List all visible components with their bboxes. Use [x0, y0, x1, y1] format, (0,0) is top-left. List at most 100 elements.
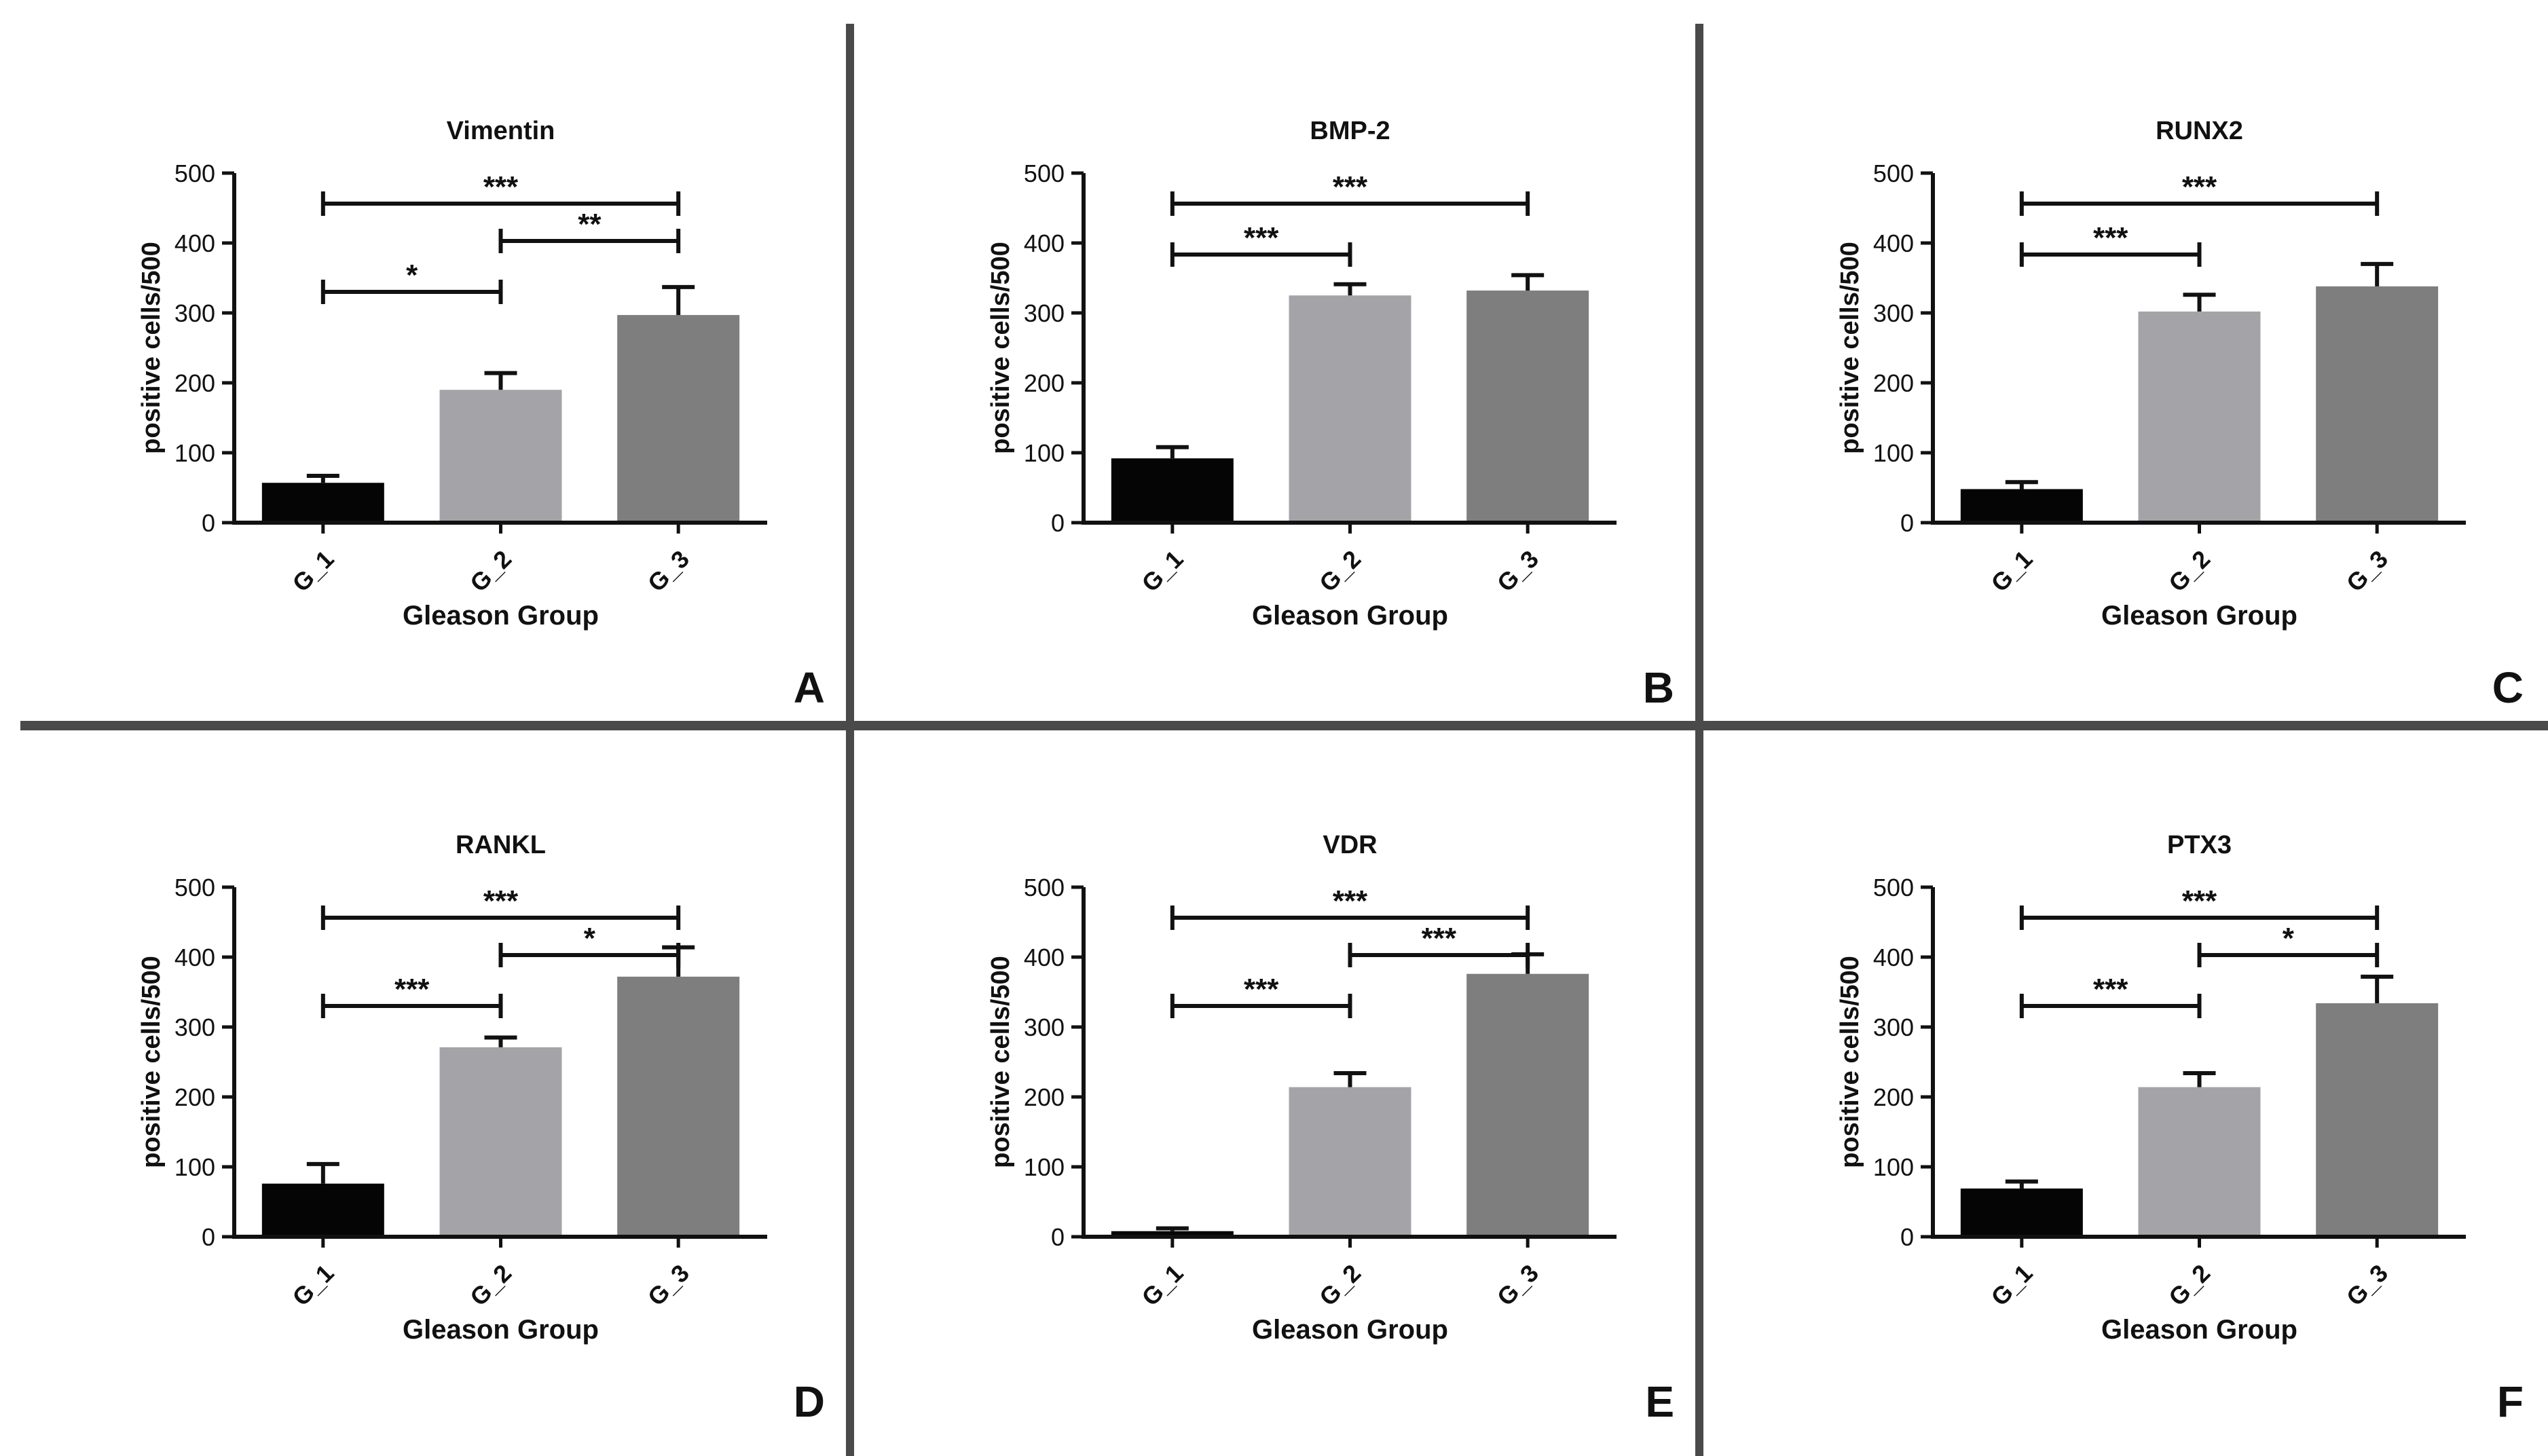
x-tick-label: G_2: [2163, 545, 2215, 597]
y-tick-label: 500: [1024, 160, 1065, 187]
chart-title: RANKL: [456, 831, 546, 859]
bar-G_1: [1960, 1188, 2083, 1237]
y-tick-label: 100: [1024, 439, 1065, 467]
y-tick-label: 300: [1873, 1013, 1914, 1041]
bar-G_1: [1960, 489, 2083, 523]
x-tick-label: G_3: [1492, 545, 1544, 597]
bar-G_3: [617, 315, 740, 523]
x-tick-label: G_1: [1136, 545, 1188, 597]
bar-G_1: [261, 483, 384, 523]
y-tick-label: 500: [1873, 874, 1914, 901]
x-tick-label: G_3: [1492, 1259, 1544, 1311]
x-tick-label: G_1: [1985, 1259, 2037, 1311]
significance-label: ***: [1422, 922, 1457, 955]
y-axis-label: positive cells/500: [137, 242, 166, 454]
y-tick-label: 300: [1024, 1013, 1065, 1041]
y-axis-label: positive cells/500: [1836, 956, 1864, 1168]
y-tick-label: 100: [1873, 1153, 1914, 1181]
bar-G_2: [2138, 311, 2261, 523]
chart-title: Vimentin: [447, 117, 555, 145]
significance-label: ***: [1333, 170, 1368, 204]
bar-G_2: [1289, 1087, 1411, 1237]
y-tick-label: 300: [174, 299, 215, 327]
x-tick-label: G_2: [2163, 1259, 2215, 1311]
significance-label: *: [406, 259, 418, 292]
y-tick-label: 400: [1024, 229, 1065, 257]
chart-title: RUNX2: [2156, 117, 2243, 145]
x-tick-label: G_3: [2341, 1259, 2393, 1311]
bar-G_3: [1466, 291, 1589, 523]
y-tick-label: 400: [1873, 229, 1914, 257]
y-axis-label: positive cells/500: [1836, 242, 1864, 454]
y-tick-label: 500: [174, 160, 215, 187]
x-tick-label: G_1: [287, 1259, 339, 1311]
panel-letter: B: [1643, 663, 1674, 712]
y-tick-label: 300: [1873, 299, 1914, 327]
significance-label: ***: [1333, 884, 1368, 918]
y-tick-label: 200: [1024, 1083, 1065, 1111]
bar-G_2: [2138, 1087, 2261, 1237]
significance-label: ***: [2093, 973, 2128, 1006]
x-axis-label: Gleason Group: [2101, 1315, 2297, 1345]
x-tick-label: G_1: [1136, 1259, 1188, 1311]
y-tick-label: 400: [174, 229, 215, 257]
significance-label: **: [578, 208, 602, 241]
y-tick-label: 200: [1873, 1083, 1914, 1111]
bar-G_3: [617, 976, 740, 1237]
significance-label: ***: [1244, 973, 1279, 1006]
significance-label: *: [2283, 922, 2295, 955]
significance-label: ***: [483, 170, 519, 204]
y-tick-label: 400: [1873, 944, 1914, 971]
significance-label: ***: [2182, 884, 2217, 918]
vertical-divider: [1695, 24, 1703, 1456]
x-axis-label: Gleason Group: [403, 601, 599, 631]
vertical-divider: [846, 24, 854, 1456]
y-tick-label: 500: [1873, 160, 1914, 187]
bar-G_1: [261, 1183, 384, 1237]
significance-label: *: [584, 922, 596, 955]
y-tick-label: 400: [174, 944, 215, 971]
y-tick-label: 100: [174, 439, 215, 467]
y-tick-label: 0: [202, 1223, 215, 1251]
panel-letter: F: [2497, 1377, 2524, 1426]
y-tick-label: 0: [202, 509, 215, 537]
significance-label: ***: [394, 973, 430, 1006]
y-axis-label: positive cells/500: [986, 242, 1015, 454]
y-tick-label: 500: [1024, 874, 1065, 901]
x-tick-label: G_3: [642, 1259, 695, 1311]
bar-G_3: [2316, 1003, 2439, 1237]
bar-G_3: [1466, 973, 1589, 1237]
y-tick-label: 100: [1024, 1153, 1065, 1181]
y-tick-label: 0: [1051, 509, 1065, 537]
y-axis-label: positive cells/500: [137, 956, 166, 1168]
x-tick-label: G_1: [1985, 545, 2037, 597]
significance-label: ***: [2093, 221, 2128, 255]
x-axis-label: Gleason Group: [2101, 601, 2297, 631]
y-tick-label: 500: [174, 874, 215, 901]
x-tick-label: G_3: [2341, 545, 2393, 597]
x-tick-label: G_1: [287, 545, 339, 597]
y-tick-label: 200: [174, 369, 215, 397]
panel-letter: E: [1645, 1377, 1674, 1426]
bar-G_3: [2316, 286, 2439, 523]
y-tick-label: 100: [1873, 439, 1914, 467]
chart-title: VDR: [1323, 831, 1377, 859]
y-tick-label: 400: [1024, 944, 1065, 971]
chart-title: PTX3: [2167, 831, 2232, 859]
bar-G_2: [439, 1047, 562, 1237]
x-axis-label: Gleason Group: [1252, 601, 1448, 631]
bar-G_1: [1111, 458, 1234, 523]
y-tick-label: 200: [1024, 369, 1065, 397]
chart-title: BMP-2: [1310, 117, 1390, 145]
x-tick-label: G_2: [464, 1259, 517, 1311]
y-tick-label: 200: [174, 1083, 215, 1111]
x-tick-label: G_2: [464, 545, 517, 597]
x-tick-label: G_2: [1314, 545, 1366, 597]
significance-label: ***: [2182, 170, 2217, 204]
horizontal-divider: [20, 721, 2548, 730]
bar-G_2: [439, 390, 562, 523]
x-axis-label: Gleason Group: [1252, 1315, 1448, 1345]
panel-letter: A: [794, 663, 825, 712]
bar-G_2: [1289, 295, 1411, 523]
y-axis-label: positive cells/500: [986, 956, 1015, 1168]
